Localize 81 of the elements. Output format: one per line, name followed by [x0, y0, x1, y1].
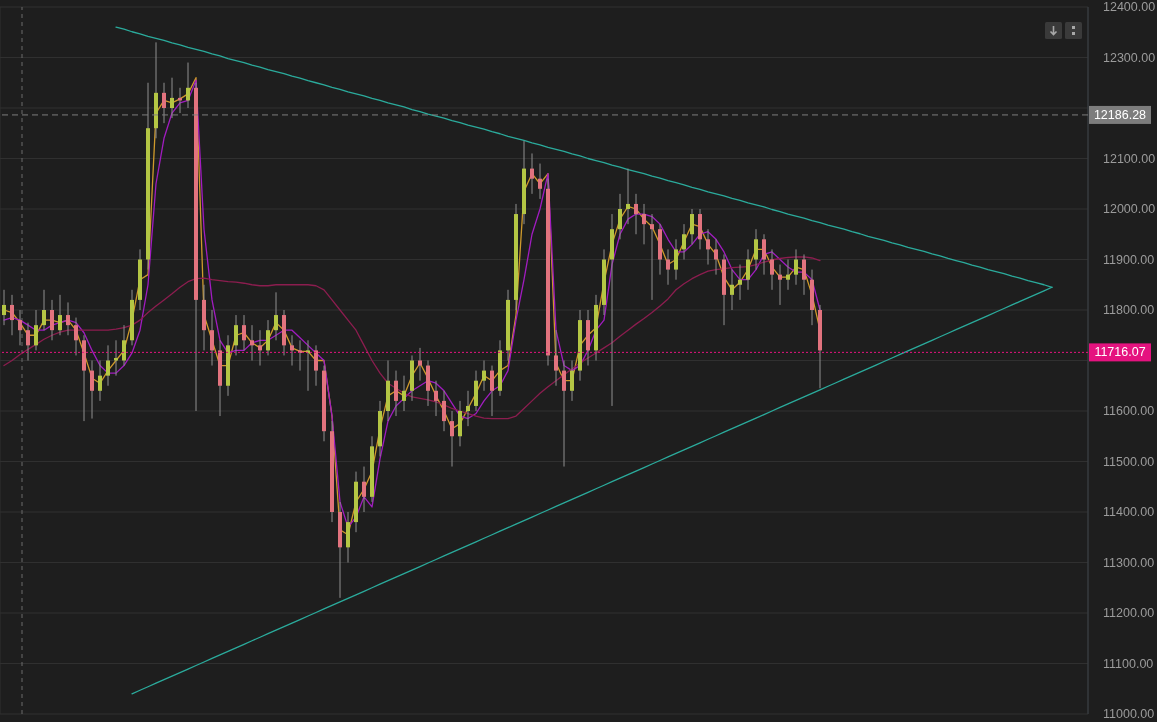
candlestick: [122, 324, 126, 367]
candlestick: [754, 228, 758, 271]
candlestick: [242, 314, 246, 351]
candlestick: [42, 289, 46, 331]
candlestick: [26, 322, 30, 361]
candlestick: [730, 269, 734, 311]
candlestick: [66, 301, 70, 336]
candlestick: [170, 77, 174, 119]
candlestick: [114, 339, 118, 377]
candlestick: [634, 193, 638, 235]
y-tick-label: 11000.00: [1103, 707, 1155, 722]
candlestick: [290, 334, 294, 367]
y-tick-label: 11800.00: [1103, 303, 1155, 318]
candlestick: [538, 163, 542, 200]
candlestick: [794, 248, 798, 286]
candlestick: [482, 360, 486, 392]
candlestick: [50, 299, 54, 341]
y-tick-label: 11200.00: [1103, 606, 1155, 621]
candlestick: [490, 365, 494, 417]
candlestick: [666, 248, 670, 286]
candlestick: [306, 339, 310, 392]
candlestick: [714, 238, 718, 276]
y-tick-label: 11500.00: [1103, 454, 1155, 469]
candlestick: [570, 360, 574, 402]
y-tick-label: 11900.00: [1103, 252, 1155, 267]
y-tick-label: 11600.00: [1103, 404, 1155, 419]
candlestick: [706, 228, 710, 266]
y-tick-label: 11400.00: [1103, 505, 1155, 520]
candlestick: [642, 203, 646, 245]
candlestick: [10, 294, 14, 336]
candlestick: [210, 309, 214, 367]
candlestick: [674, 238, 678, 281]
candlestick: [266, 319, 270, 356]
candlestick: [74, 317, 78, 356]
candlestick: [778, 264, 782, 306]
candlestick: [250, 324, 254, 361]
candlestick: [90, 360, 94, 420]
y-tick-label: 12300.00: [1103, 50, 1156, 65]
candlestick: [162, 82, 166, 124]
ref-line-label: 11716.07: [1094, 345, 1146, 360]
y-tick-label: 12400.00: [1103, 0, 1156, 15]
y-tick-label: 12000.00: [1103, 202, 1156, 217]
candlestick: [234, 314, 238, 356]
candlestick: [450, 410, 454, 468]
candlestick: [402, 375, 406, 412]
candlestick: [530, 152, 534, 195]
y-tick-label: 12100.00: [1103, 151, 1156, 166]
candlestick: [442, 390, 446, 432]
candlestick: [786, 259, 790, 291]
candlestick: [626, 168, 630, 225]
ref-line-label: 12186.28: [1093, 107, 1147, 122]
candlestick: [106, 344, 110, 387]
candlestick: [738, 264, 742, 301]
candlestick: [434, 380, 438, 417]
candlestick: [362, 466, 366, 513]
candlestick: [802, 253, 806, 296]
line-series: [3, 256, 821, 420]
candlestick: [650, 213, 654, 301]
y-tick-label: 11300.00: [1103, 555, 1155, 570]
candlestick: [466, 390, 470, 427]
candlestick: [618, 193, 622, 240]
candlestick: [186, 62, 190, 109]
candlestick: [746, 248, 750, 291]
candlestick: [18, 309, 22, 346]
candlestick: [770, 248, 774, 291]
y-tick-label: 11100.00: [1103, 656, 1154, 671]
candlestick: [34, 309, 38, 351]
candlestick: [2, 289, 6, 326]
candlestick: [562, 360, 566, 468]
candlestick: [58, 294, 62, 336]
candlestick: [98, 360, 102, 402]
candlestick: [314, 344, 318, 387]
candlestick: [554, 329, 558, 387]
candlestick: [690, 208, 694, 245]
candlestick: [762, 233, 766, 276]
candlestick: [418, 347, 422, 382]
candlestick: [258, 329, 262, 367]
candlestick: [394, 370, 398, 417]
candlestick: [274, 291, 278, 341]
candlestick: [298, 339, 302, 372]
candlestick: [682, 223, 686, 260]
